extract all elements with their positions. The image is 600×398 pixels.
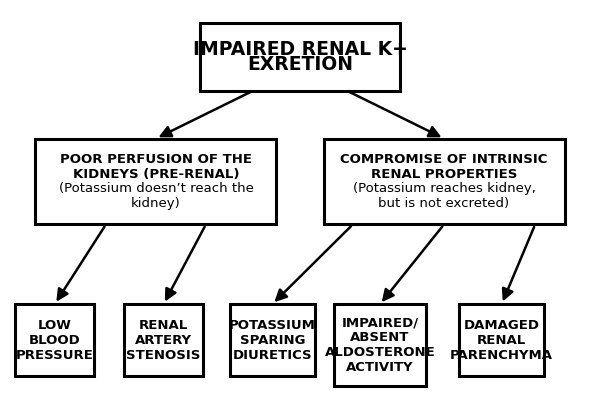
Text: IMPAIRED RENAL K+: IMPAIRED RENAL K+ xyxy=(193,40,407,59)
FancyBboxPatch shape xyxy=(200,23,400,91)
Text: RENAL: RENAL xyxy=(139,319,188,332)
FancyBboxPatch shape xyxy=(124,304,203,376)
Text: STENOSIS: STENOSIS xyxy=(127,349,201,361)
FancyBboxPatch shape xyxy=(459,304,544,376)
Text: EXRETION: EXRETION xyxy=(247,55,353,74)
Text: (Potassium doesn’t reach the: (Potassium doesn’t reach the xyxy=(59,182,253,195)
Text: RENAL PROPERTIES: RENAL PROPERTIES xyxy=(371,168,517,181)
FancyBboxPatch shape xyxy=(334,304,425,386)
Text: ARTERY: ARTERY xyxy=(135,334,192,347)
Text: kidney): kidney) xyxy=(131,197,181,210)
Text: SPARING: SPARING xyxy=(239,334,305,347)
Text: KIDNEYS (PRE-RENAL): KIDNEYS (PRE-RENAL) xyxy=(73,168,239,181)
Text: but is not excreted): but is not excreted) xyxy=(379,197,509,210)
Text: PRESSURE: PRESSURE xyxy=(16,349,94,361)
Text: ALDOSTERONE: ALDOSTERONE xyxy=(325,346,436,359)
Text: BLOOD: BLOOD xyxy=(29,334,80,347)
FancyBboxPatch shape xyxy=(230,304,315,376)
Text: IMPAIRED/: IMPAIRED/ xyxy=(341,316,419,330)
Text: DIURETICS: DIURETICS xyxy=(233,349,312,361)
Text: ABSENT: ABSENT xyxy=(350,332,410,344)
FancyBboxPatch shape xyxy=(35,139,277,224)
Text: POOR PERFUSION OF THE: POOR PERFUSION OF THE xyxy=(60,153,252,166)
Text: RENAL: RENAL xyxy=(477,334,526,347)
Text: PARENCHYMA: PARENCHYMA xyxy=(450,349,553,361)
Text: POTASSIUM: POTASSIUM xyxy=(229,319,316,332)
FancyBboxPatch shape xyxy=(15,304,94,376)
Text: ACTIVITY: ACTIVITY xyxy=(346,361,414,374)
Text: DAMAGED: DAMAGED xyxy=(464,319,539,332)
Text: LOW: LOW xyxy=(38,319,72,332)
FancyBboxPatch shape xyxy=(323,139,565,224)
Text: (Potassium reaches kidney,: (Potassium reaches kidney, xyxy=(353,182,535,195)
Text: COMPROMISE OF INTRINSIC: COMPROMISE OF INTRINSIC xyxy=(340,153,548,166)
